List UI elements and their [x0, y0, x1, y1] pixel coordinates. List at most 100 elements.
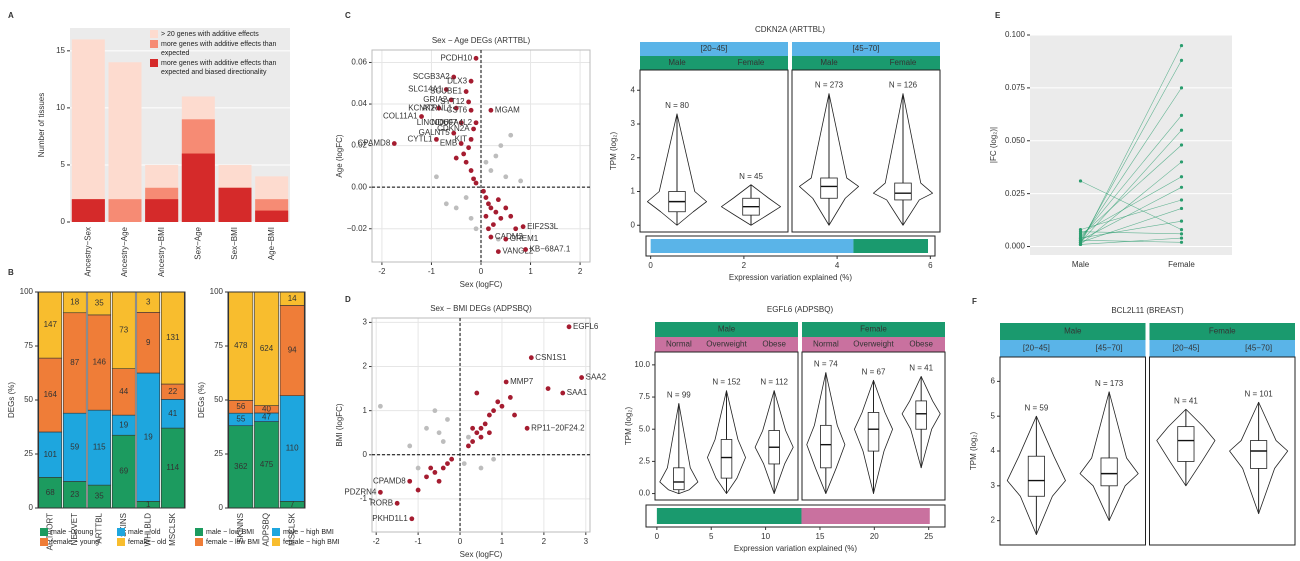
- legend-swatch: [40, 538, 48, 546]
- y-tick-label: 2: [363, 362, 368, 371]
- n-label: N = 67: [862, 367, 886, 376]
- point: [463, 89, 469, 94]
- y-tick-label: 0.025: [1005, 189, 1026, 198]
- point: [498, 215, 504, 221]
- point: [488, 234, 494, 240]
- bar-segment: [801, 508, 930, 524]
- panel-letter: B: [8, 268, 14, 277]
- strip: [1000, 340, 1146, 357]
- x-tick-label: Ancestry−Sex: [83, 227, 92, 277]
- point: [1179, 160, 1184, 164]
- segment-count: 59: [70, 442, 79, 451]
- y-axis-label: DEGs (%): [197, 382, 206, 418]
- x-tick-label: 25: [924, 532, 933, 541]
- point: [407, 443, 413, 449]
- point: [391, 141, 397, 146]
- point: [488, 205, 494, 211]
- legend-item: male − low BMI: [195, 528, 268, 537]
- strip-label: Female: [1209, 327, 1236, 336]
- point: [468, 168, 474, 173]
- point: [579, 375, 585, 380]
- point: [415, 465, 421, 471]
- segment-count: 56: [236, 402, 245, 411]
- box: [867, 412, 880, 452]
- bar: [255, 210, 289, 222]
- segment-count: 94: [288, 346, 297, 355]
- panel-letter: C: [345, 11, 351, 20]
- legend-swatch: [272, 538, 280, 546]
- y-tick-label: 25: [24, 449, 33, 458]
- point-label: EMB: [440, 139, 457, 148]
- legend-label: male − young: [51, 529, 94, 536]
- box: [1250, 440, 1268, 469]
- point-label: GALNT5: [419, 128, 451, 137]
- point: [483, 159, 489, 165]
- y-tick-label: 25: [214, 449, 223, 458]
- group-label: [45−70]: [1096, 344, 1123, 353]
- n-label: N = 273: [815, 81, 844, 90]
- pair-line: [1080, 129, 1182, 243]
- plot-border: [37, 291, 186, 509]
- y-tick-label: 1: [631, 187, 636, 196]
- y-axis-label: Age (logFC): [335, 134, 344, 177]
- point-label: VANGL2: [502, 247, 534, 256]
- strip-label: [20−45]: [701, 44, 728, 53]
- point: [468, 107, 474, 113]
- point: [545, 386, 551, 391]
- x-tick-label: Male: [1072, 260, 1090, 269]
- point: [520, 224, 526, 230]
- pair-line: [1080, 239, 1182, 243]
- point: [1179, 113, 1184, 117]
- point: [503, 379, 509, 385]
- point: [453, 105, 459, 111]
- segment-count: 22: [168, 387, 177, 396]
- segment-count: 9: [146, 338, 151, 347]
- y-tick-label: 4: [991, 446, 996, 455]
- segment-count: 68: [46, 488, 55, 497]
- point: [513, 226, 519, 232]
- x-tick-label: 2: [542, 537, 547, 546]
- plot-border: [371, 317, 591, 533]
- plot-border: [227, 291, 306, 509]
- point: [1179, 236, 1184, 240]
- legend-item: male − young: [40, 528, 113, 537]
- strip: [1149, 340, 1295, 357]
- point-label: KIT: [455, 134, 468, 143]
- bar: [145, 199, 179, 222]
- segment-count: 131: [166, 333, 180, 342]
- y-tick-label: 0.02: [351, 141, 367, 150]
- point-label: GRIA2: [423, 95, 448, 104]
- point: [394, 500, 400, 506]
- segment-count: 19: [119, 420, 128, 429]
- legend-swatch: [150, 40, 158, 48]
- chart-title: CDKN2A (ARTTBL): [755, 25, 825, 34]
- group-label: [20−45]: [1023, 344, 1050, 353]
- point-label: RP11−20F24.2: [531, 423, 585, 432]
- segment-count: 73: [119, 325, 128, 334]
- n-label: N = 59: [1024, 403, 1048, 412]
- point: [436, 430, 442, 436]
- box: [1177, 426, 1195, 462]
- x-tick-label: 0: [458, 537, 463, 546]
- segment-count: 44: [119, 387, 128, 396]
- legend: > 20 genes with additive effects more gen…: [150, 30, 290, 78]
- point: [1179, 86, 1184, 90]
- x-tick-label: 0: [648, 261, 653, 270]
- point: [466, 99, 472, 105]
- point: [419, 114, 424, 119]
- n-label: N = 126: [889, 81, 918, 90]
- panel-letter: D: [345, 295, 351, 304]
- point-label: GREM1: [510, 234, 539, 243]
- x-tick-label: ARTAORT: [45, 513, 54, 550]
- n-label: N = 45: [739, 172, 763, 181]
- group-label: [45−70]: [1245, 344, 1272, 353]
- point: [491, 456, 496, 462]
- point: [409, 516, 415, 522]
- segment-count: 18: [70, 297, 79, 306]
- point: [508, 213, 514, 219]
- legend-swatch: [117, 538, 125, 546]
- strip: [792, 56, 940, 70]
- strip: [1149, 323, 1295, 340]
- n-label: N = 41: [909, 364, 933, 373]
- point: [424, 425, 429, 431]
